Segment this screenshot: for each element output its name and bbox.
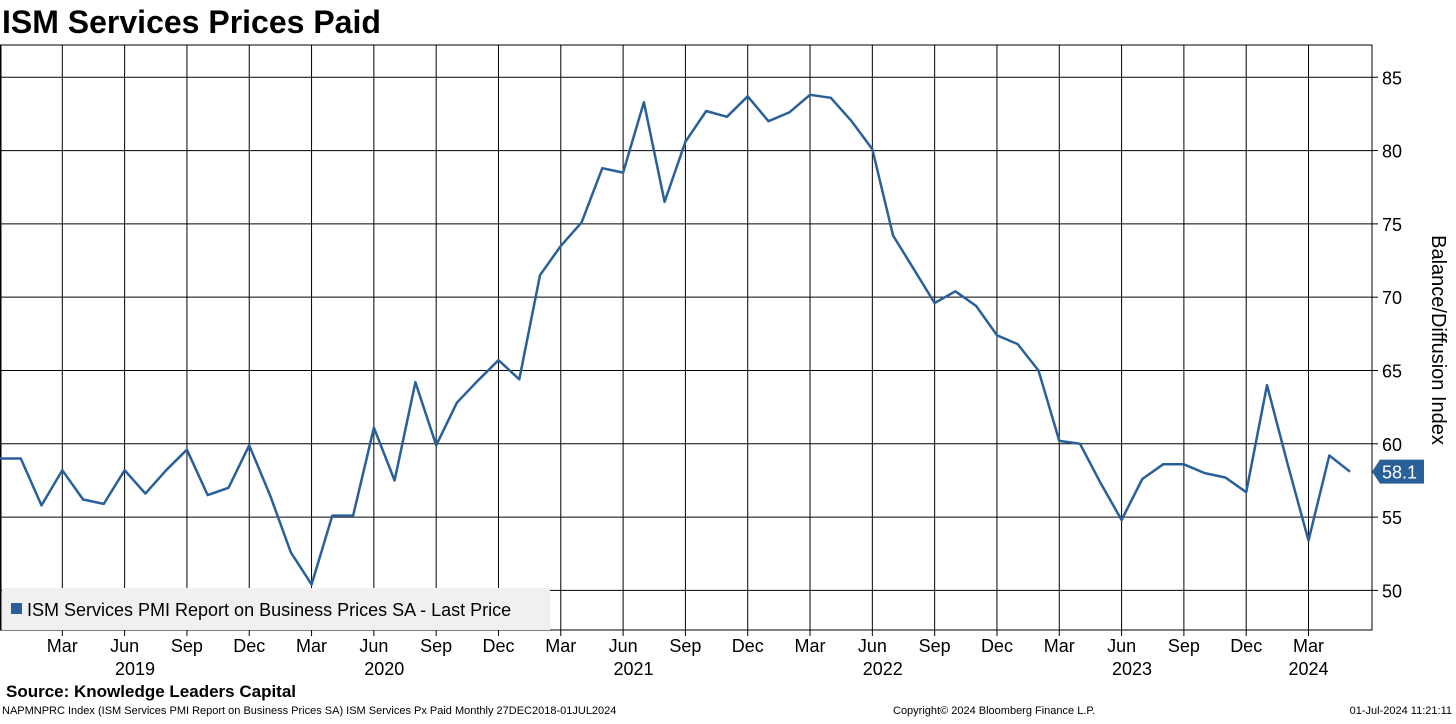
- x-tick-label: Jun: [1107, 636, 1136, 656]
- year-label: 2022: [863, 659, 903, 679]
- x-tick-label: Sep: [919, 636, 951, 656]
- y-tick-label: 75: [1382, 215, 1402, 235]
- x-tick-label: Dec: [1230, 636, 1262, 656]
- x-tick-label: Mar: [795, 636, 826, 656]
- x-tick-label: Mar: [1293, 636, 1324, 656]
- x-tick-label: Sep: [1168, 636, 1200, 656]
- source: Source: Knowledge Leaders Capital: [6, 682, 296, 701]
- legend-label: ISM Services PMI Report on Business Pric…: [27, 600, 511, 620]
- legend-box: [2, 588, 550, 630]
- footer-left: NAPMNPRC Index (ISM Services PMI Report …: [2, 705, 616, 717]
- x-tick-label: Mar: [545, 636, 576, 656]
- x-tick-label: Jun: [359, 636, 388, 656]
- x-tick-label: Dec: [233, 636, 265, 656]
- x-tick-label: Jun: [858, 636, 887, 656]
- x-tick-label: Dec: [981, 636, 1013, 656]
- x-tick-label: Sep: [171, 636, 203, 656]
- last-value-label: 58.1: [1382, 463, 1417, 483]
- x-tick-label: Sep: [669, 636, 701, 656]
- year-label: 2020: [364, 659, 404, 679]
- y-tick-label: 85: [1382, 68, 1402, 88]
- year-label: 2021: [613, 659, 653, 679]
- x-tick-label: Jun: [110, 636, 139, 656]
- y-tick-label: 80: [1382, 142, 1402, 162]
- y-tick-label: 70: [1382, 288, 1402, 308]
- y-tick-label: 65: [1382, 361, 1402, 381]
- plot-area: [0, 44, 1373, 631]
- footer-center: Copyright© 2024 Bloomberg Finance L.P.: [893, 705, 1095, 717]
- year-label: 2024: [1288, 659, 1328, 679]
- x-tick-label: Dec: [732, 636, 764, 656]
- x-tick-label: Jun: [609, 636, 638, 656]
- x-tick-label: Mar: [47, 636, 78, 656]
- footer-right: 01-Jul-2024 11:21:11: [1350, 705, 1452, 717]
- data-line: [0, 93, 1351, 586]
- y-tick-label: 50: [1382, 581, 1402, 601]
- x-tick-label: Mar: [296, 636, 327, 656]
- y-tick-label: 60: [1382, 435, 1402, 455]
- x-tick-label: Dec: [482, 636, 514, 656]
- chart-title: ISM Services Prices Paid: [2, 4, 381, 40]
- year-label: 2019: [115, 659, 155, 679]
- year-label: 2023: [1112, 659, 1152, 679]
- x-tick-label: Sep: [420, 636, 452, 656]
- last-value-tag: [1372, 459, 1424, 484]
- y-tick-label: 55: [1382, 508, 1402, 528]
- y-axis-label: Balance/Diffusion Index: [1427, 235, 1449, 445]
- legend-swatch: [11, 603, 22, 614]
- x-tick-label: Mar: [1044, 636, 1075, 656]
